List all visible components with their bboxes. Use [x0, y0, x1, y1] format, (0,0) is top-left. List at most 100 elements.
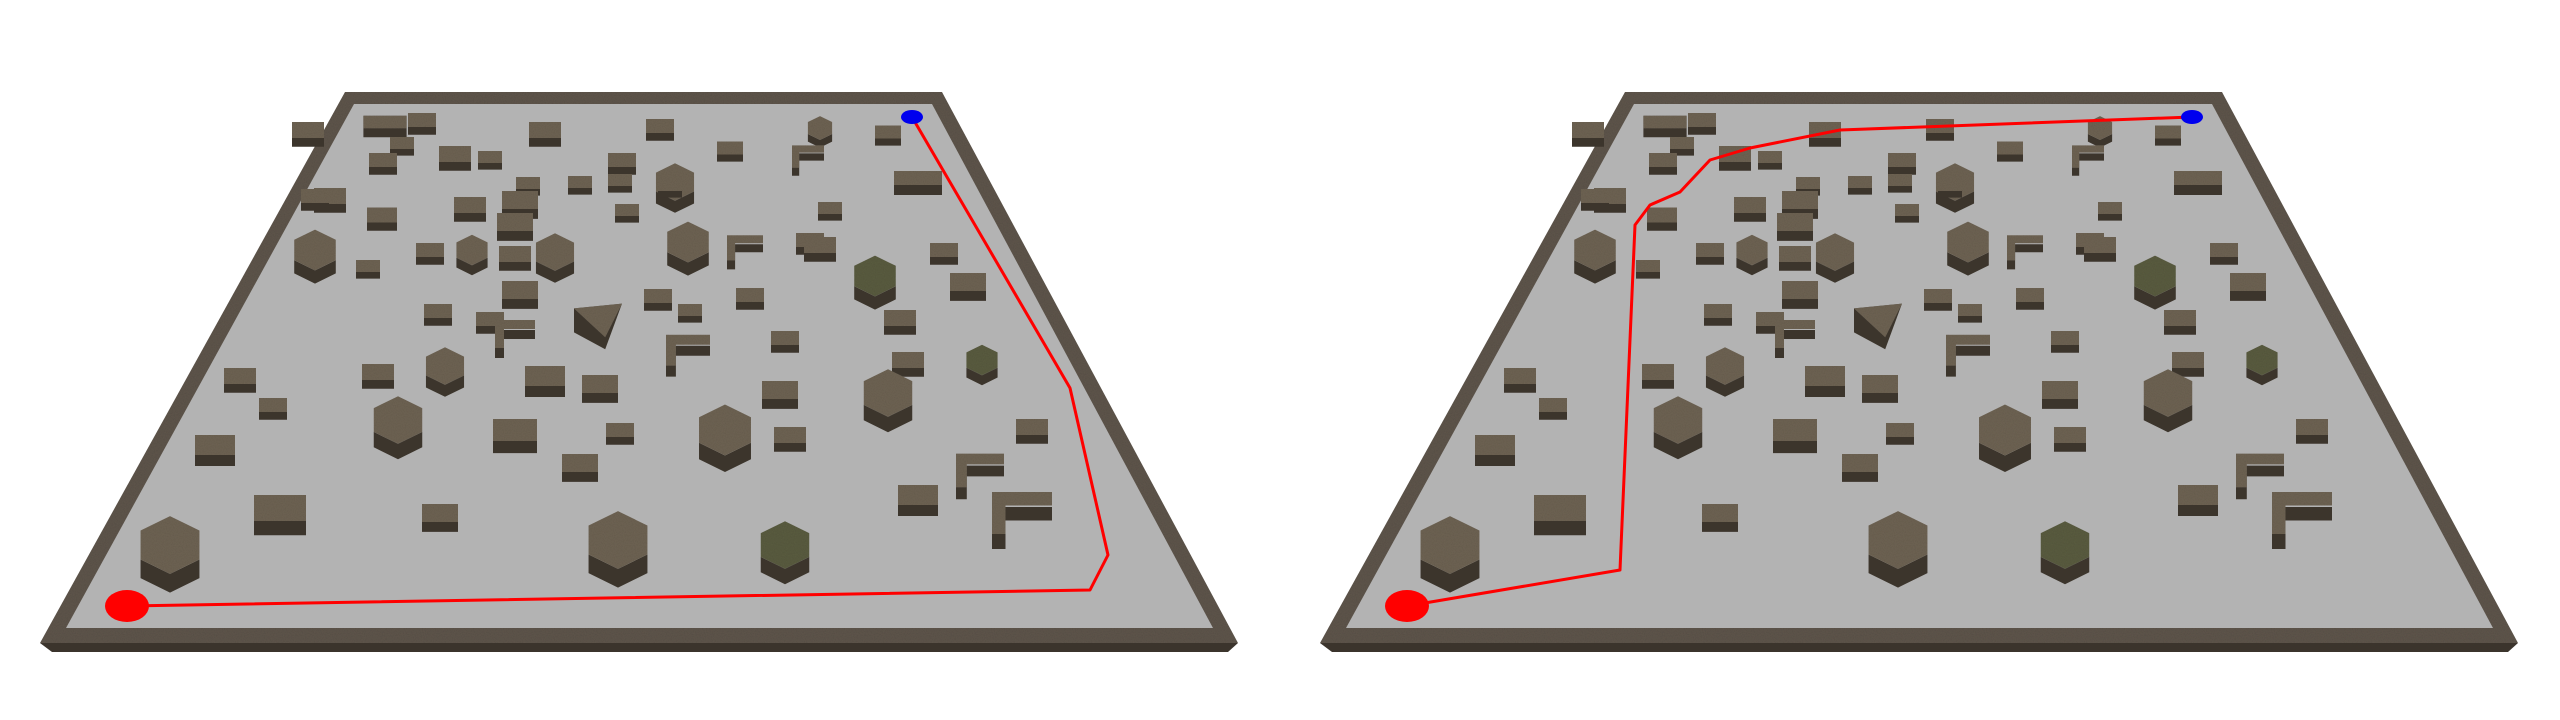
obstacle	[2051, 331, 2079, 353]
obstacle	[424, 304, 452, 326]
obstacle	[2098, 202, 2122, 221]
obstacle	[1924, 289, 1952, 311]
obstacle	[930, 243, 958, 265]
obstacle	[646, 119, 674, 141]
obstacle	[292, 122, 324, 147]
obstacle	[2210, 243, 2238, 265]
planned-path	[1406, 115, 2193, 608]
obstacle	[1016, 419, 1048, 444]
obstacle	[568, 176, 592, 195]
wall-edge	[1320, 643, 2518, 652]
obstacle	[1805, 366, 1845, 397]
obstacle	[2084, 237, 2116, 262]
obstacle	[140, 516, 200, 593]
obstacle	[408, 113, 436, 135]
obstacle	[792, 145, 824, 176]
obstacle	[2272, 492, 2332, 549]
obstacle	[1946, 334, 1990, 377]
obstacle	[1862, 375, 1898, 403]
obstacle	[1979, 404, 2031, 472]
obstacle	[525, 366, 565, 397]
obstacle	[1670, 137, 1694, 156]
obstacle	[1779, 246, 1811, 271]
obstacle	[1736, 234, 1768, 276]
obstacle	[2164, 310, 2196, 335]
obstacle	[1643, 115, 1687, 138]
obstacle	[2172, 352, 2204, 377]
obstacle	[499, 246, 531, 271]
obstacle	[2178, 485, 2218, 516]
obstacle	[892, 352, 924, 377]
obstacle	[2155, 125, 2181, 146]
obstacle	[369, 153, 397, 175]
obstacle	[2007, 235, 2043, 270]
obstacle	[535, 233, 575, 283]
obstacle	[615, 204, 639, 223]
obstacle	[1504, 368, 1536, 393]
obstacle	[1926, 119, 1954, 141]
obstacle	[699, 404, 751, 472]
obstacle	[1758, 151, 1782, 170]
obstacle	[439, 146, 471, 171]
obstacle	[259, 398, 287, 420]
obstacle	[666, 334, 710, 377]
goal-marker	[901, 110, 923, 124]
obstacle	[1574, 229, 1616, 284]
obstacle	[667, 221, 709, 276]
obstacle	[562, 454, 598, 482]
obstacle	[1938, 179, 1962, 198]
obstacle	[493, 419, 537, 454]
obstacle	[736, 288, 764, 310]
obstacle	[2143, 369, 2193, 433]
obstacle	[1895, 204, 1919, 223]
obstacle	[658, 179, 682, 198]
obstacle	[478, 151, 502, 170]
obstacle	[1420, 516, 1480, 593]
obstacle	[195, 435, 235, 466]
obstacle	[425, 347, 465, 397]
obstacle	[1649, 153, 1677, 175]
obstacle	[966, 344, 998, 386]
obstacle	[1704, 304, 1732, 326]
start-marker	[105, 590, 149, 622]
obstacle	[301, 189, 329, 211]
obstacle	[1534, 495, 1586, 536]
obstacle	[1642, 364, 1674, 389]
obstacle	[1782, 281, 1818, 309]
obstacle	[2042, 381, 2078, 409]
obstacle	[1475, 435, 1515, 466]
obstacle	[2236, 453, 2284, 500]
obstacle	[875, 125, 901, 146]
obstacle	[717, 141, 743, 162]
planned-path	[126, 116, 1110, 608]
obstacle	[363, 115, 407, 138]
obstacle	[1868, 511, 1928, 588]
obstacle	[356, 260, 380, 279]
obstacle	[1572, 122, 1604, 147]
obstacle	[1782, 191, 1818, 219]
obstacle	[1997, 141, 2023, 162]
obstacle	[884, 310, 916, 335]
obstacle	[416, 243, 444, 265]
obstacle	[608, 174, 632, 193]
obstacle	[1653, 396, 1703, 460]
obstacle	[1796, 177, 1820, 196]
obstacle	[1734, 197, 1766, 222]
obstacle	[529, 122, 561, 147]
wall-edge	[40, 643, 1238, 652]
obstacle	[854, 255, 896, 310]
obstacle	[1958, 304, 1982, 323]
obstacle	[804, 237, 836, 262]
obstacle	[373, 396, 423, 460]
obstacle	[1888, 153, 1916, 175]
obstacle	[956, 453, 1004, 500]
obstacle	[1842, 454, 1878, 482]
obstacle	[1775, 320, 1815, 358]
obstacle	[762, 381, 798, 409]
obstacle	[497, 213, 533, 241]
obstacle	[588, 511, 648, 588]
obstacle	[495, 320, 535, 358]
obstacle	[456, 234, 488, 276]
obstacle	[678, 304, 702, 323]
